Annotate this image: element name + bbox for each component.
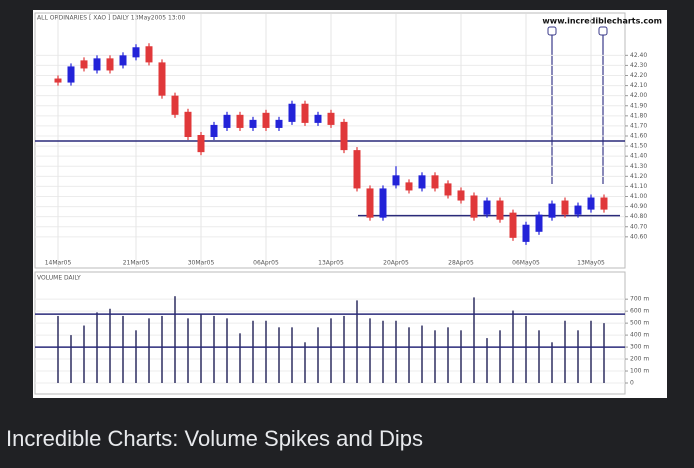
candle-body — [600, 197, 608, 210]
y-tick-label: 40.70 — [630, 223, 647, 230]
candle-body — [522, 224, 530, 242]
y-tick-label: 200 m — [630, 356, 649, 363]
candle-body — [379, 188, 387, 218]
candle-body — [444, 183, 452, 196]
candle-body — [249, 119, 257, 128]
candle-body — [67, 66, 75, 83]
price-title: ALL ORDINARIES [ XAO ] DAILY 13May2005 1… — [37, 15, 185, 22]
x-tick-label: 30Mar05 — [188, 260, 215, 267]
y-tick-label: 41.80 — [630, 112, 647, 119]
x-tick-label: 06May05 — [512, 260, 540, 267]
y-tick-label: 41.30 — [630, 163, 647, 170]
candle-body — [171, 95, 179, 115]
y-tick-label: 41.00 — [630, 193, 647, 200]
candle-body — [366, 188, 374, 218]
y-tick-label: 41.10 — [630, 183, 647, 190]
candle-body — [327, 112, 335, 125]
candle-body — [496, 200, 504, 220]
candle-body — [184, 111, 192, 138]
y-tick-label: 42.30 — [630, 62, 647, 69]
x-tick-label: 06Apr05 — [253, 260, 279, 267]
candle-body — [314, 114, 322, 123]
candle-body — [483, 200, 491, 215]
x-tick-label: 13Apr05 — [318, 260, 344, 267]
candle-body — [288, 103, 296, 122]
y-tick-label: 40.90 — [630, 203, 647, 210]
candle-body — [561, 200, 569, 215]
candle-body — [210, 124, 218, 138]
volume-title: VOLUME DAILY — [37, 275, 81, 282]
candle-body — [574, 205, 582, 215]
y-tick-label: 400 m — [630, 332, 649, 339]
candle-body — [119, 55, 127, 66]
y-tick-label: 100 m — [630, 368, 649, 375]
x-tick-label: 28Apr05 — [448, 260, 474, 267]
candle-body — [548, 203, 556, 218]
candle-body — [93, 58, 101, 71]
candle-body — [275, 119, 283, 128]
chart-image — [33, 10, 667, 398]
candle-body — [509, 212, 517, 238]
y-tick-label: 41.20 — [630, 173, 647, 180]
y-tick-label: 300 m — [630, 344, 649, 351]
candle-body — [340, 121, 348, 151]
y-tick-label: 42.40 — [630, 52, 647, 59]
y-tick-label: 0 — [630, 380, 634, 387]
marker-handle — [547, 26, 557, 36]
y-tick-label: 600 m — [630, 308, 649, 315]
candle-body — [457, 190, 465, 201]
y-tick-label: 40.80 — [630, 213, 647, 220]
candle-body — [54, 78, 62, 83]
candle-body — [223, 114, 231, 128]
x-tick-label: 14Mar05 — [45, 260, 72, 267]
candle-body — [106, 58, 114, 71]
candle-body — [132, 47, 140, 58]
x-tick-label: 20Apr05 — [383, 260, 409, 267]
y-tick-label: 500 m — [630, 320, 649, 327]
volume-frame — [34, 271, 626, 395]
y-tick-label: 41.70 — [630, 122, 647, 129]
y-tick-label: 41.40 — [630, 153, 647, 160]
source: www.incrediblecharts.com — [542, 17, 662, 26]
candle-body — [418, 175, 426, 189]
y-tick-label: 41.90 — [630, 102, 647, 109]
y-tick-label: 42.20 — [630, 72, 647, 79]
candle-body — [587, 197, 595, 210]
marker-handle — [598, 26, 608, 36]
candle-body — [145, 46, 153, 63]
candle-body — [158, 62, 166, 96]
candle-body — [392, 175, 400, 186]
candle-body — [80, 60, 88, 69]
y-tick-label: 42.10 — [630, 82, 647, 89]
candle-body — [535, 214, 543, 232]
y-tick-label: 40.60 — [630, 233, 647, 240]
candle-body — [197, 134, 205, 153]
caption: Incredible Charts: Volume Spikes and Dip… — [6, 426, 423, 451]
candle-body — [301, 103, 309, 123]
candle-body — [236, 114, 244, 128]
y-tick-label: 700 m — [630, 296, 649, 303]
candle-body — [470, 195, 478, 218]
x-tick-label: 21Mar05 — [123, 260, 150, 267]
candle-body — [262, 112, 270, 128]
y-tick-label: 41.50 — [630, 143, 647, 150]
candle-body — [353, 150, 361, 189]
x-tick-label: 13May05 — [577, 260, 605, 267]
candle-body — [405, 182, 413, 191]
candle-body — [431, 175, 439, 189]
y-tick-label: 42.00 — [630, 92, 647, 99]
y-tick-label: 41.60 — [630, 133, 647, 140]
